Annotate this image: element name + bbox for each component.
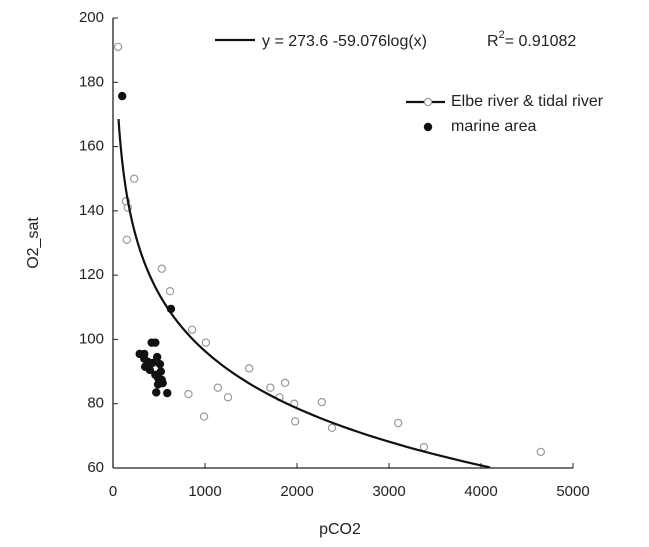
data-point xyxy=(152,388,161,397)
y-tick-label: 120 xyxy=(79,266,104,283)
data-point xyxy=(199,412,209,421)
data-point xyxy=(152,352,162,362)
data-point xyxy=(158,378,167,388)
x-tick-label: 0 xyxy=(109,483,117,500)
legend-label: marine area xyxy=(451,118,536,135)
data-point xyxy=(145,365,154,375)
y-tick-label: 60 xyxy=(87,459,104,476)
legend-label: Elbe river & tidal river xyxy=(451,93,604,110)
y-tick-label: 100 xyxy=(79,330,104,347)
data-point xyxy=(280,378,290,388)
data-point xyxy=(327,423,337,433)
data-point xyxy=(151,338,160,347)
x-tick-label: 5000 xyxy=(556,483,589,500)
y-tick-label: 80 xyxy=(87,395,104,412)
fit-curve xyxy=(117,119,491,469)
x-tick-label: 2000 xyxy=(280,483,313,500)
data-point xyxy=(536,447,546,457)
y-tick-label: 160 xyxy=(79,138,104,155)
data-point xyxy=(290,417,300,426)
y-tick-label: 180 xyxy=(79,73,104,90)
x-tick-label: 1000 xyxy=(188,483,221,500)
y-tick-label: 140 xyxy=(79,202,104,219)
data-point xyxy=(213,383,223,392)
r-symbol: R xyxy=(487,33,499,50)
data-point xyxy=(113,42,123,52)
data-point xyxy=(419,442,429,452)
r-squared: R2= 0.91082 xyxy=(487,29,576,50)
data-point xyxy=(140,349,149,359)
data-point xyxy=(165,287,175,296)
data-point xyxy=(184,389,193,399)
data-point xyxy=(129,174,139,183)
x-tick-label: 4000 xyxy=(464,483,497,500)
data-point xyxy=(244,364,254,373)
data-point xyxy=(201,338,211,347)
data-point xyxy=(266,383,275,392)
data-point xyxy=(156,367,166,376)
r-superscript: 2 xyxy=(499,29,505,41)
legend-marker xyxy=(423,122,433,132)
x-tick-label: 3000 xyxy=(372,483,405,500)
r-value: = 0.91082 xyxy=(505,33,577,50)
fit-equation: y = 273.6 -59.076log(x) xyxy=(262,33,427,50)
y-axis-title: O2_sat xyxy=(25,217,42,269)
x-axis-title: pCO2 xyxy=(319,521,361,538)
data-point xyxy=(187,325,197,334)
data-point xyxy=(223,393,233,402)
data-point xyxy=(157,264,166,273)
y-tick-label: 200 xyxy=(79,9,104,26)
data-point xyxy=(117,91,127,101)
data-point xyxy=(394,418,403,428)
data-point xyxy=(122,235,132,244)
legend-marker xyxy=(423,97,433,107)
data-point xyxy=(163,388,172,398)
data-point xyxy=(317,397,327,407)
data-point xyxy=(155,359,165,369)
